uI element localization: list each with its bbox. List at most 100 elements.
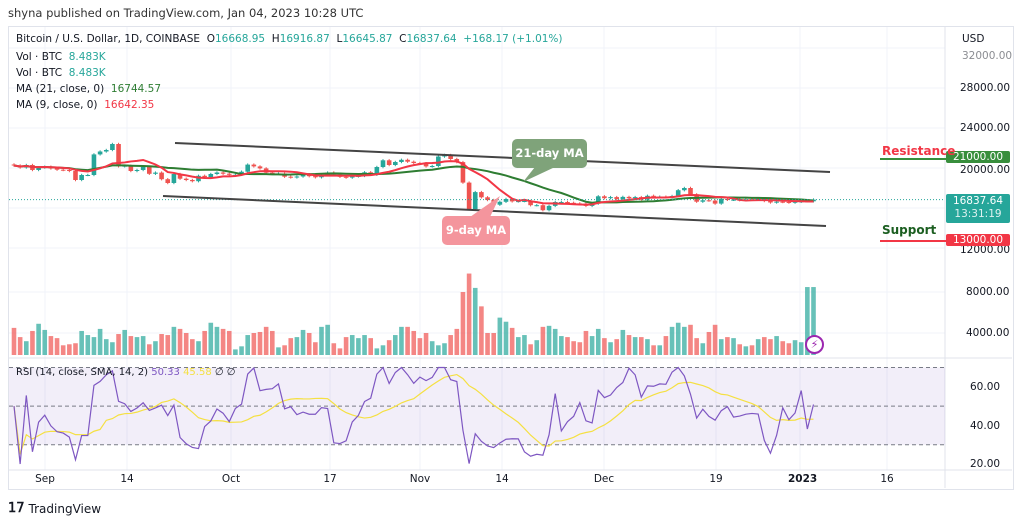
volume-bar bbox=[386, 340, 392, 355]
candle-body bbox=[343, 176, 349, 178]
volume-bar bbox=[276, 347, 281, 355]
candle-body bbox=[386, 160, 392, 165]
rsi-tick: 40.00 bbox=[970, 420, 1001, 432]
candle-body bbox=[528, 201, 533, 206]
volume-bar bbox=[731, 338, 736, 355]
rsi-sma-value: 45.58 bbox=[183, 367, 212, 378]
rsi-line bbox=[13, 366, 815, 465]
candle-body bbox=[79, 175, 84, 180]
volume-tick: 4000.00 bbox=[966, 327, 1010, 339]
volume-bar bbox=[54, 338, 60, 355]
volume-bar bbox=[497, 317, 503, 355]
resistance-price-tag: 21000.00 bbox=[946, 151, 1010, 163]
chart-frame[interactable] bbox=[8, 26, 1014, 490]
resistance-label: Resistance bbox=[882, 144, 956, 158]
candle-body bbox=[183, 178, 189, 180]
volume-bar bbox=[196, 341, 201, 355]
volume-bar bbox=[85, 335, 91, 355]
volume-bar bbox=[91, 337, 97, 355]
volume-bar bbox=[528, 344, 533, 355]
close-value: 16837.64 bbox=[406, 33, 457, 45]
candle-body bbox=[171, 174, 177, 183]
volume-bar bbox=[436, 345, 441, 355]
volume-bar bbox=[718, 339, 724, 355]
volume-bar bbox=[233, 349, 238, 355]
candle-body bbox=[706, 200, 712, 202]
volume-bar bbox=[608, 342, 613, 355]
volume-bar bbox=[651, 345, 656, 355]
candle-body bbox=[411, 161, 417, 163]
candle-body bbox=[393, 162, 398, 165]
ma21-legend[interactable]: MA (21, close, 0) 16744.57 bbox=[16, 83, 161, 95]
candle-body bbox=[786, 202, 792, 203]
volume-bar bbox=[60, 345, 66, 355]
volume-bar bbox=[534, 340, 540, 355]
price-tick: 20000.00 bbox=[960, 164, 1011, 176]
bar-countdown: 13:31:19 bbox=[954, 208, 1002, 220]
candle-body bbox=[190, 180, 195, 182]
tradingview-logo-icon: 𝟣𝟩 bbox=[8, 501, 25, 516]
volume-bar bbox=[153, 341, 158, 355]
ma9-legend[interactable]: MA (9, close, 0) 16642.35 bbox=[16, 99, 154, 111]
volume-bar bbox=[485, 333, 490, 355]
volume-bar bbox=[17, 337, 23, 355]
vol-label: Vol · BTC bbox=[16, 67, 63, 79]
volume-bar bbox=[374, 348, 380, 355]
volume-bar bbox=[226, 330, 232, 355]
candle-body bbox=[147, 167, 152, 174]
volume-bar bbox=[417, 338, 423, 355]
symbol-title[interactable]: Bitcoin / U.S. Dollar, 1D, COINBASE bbox=[16, 33, 201, 45]
candle-body bbox=[85, 175, 91, 176]
candle-body bbox=[399, 159, 404, 162]
volume-bar bbox=[42, 329, 48, 355]
volume-bar bbox=[595, 328, 601, 355]
volume-bar bbox=[282, 345, 287, 355]
volume-bar bbox=[632, 337, 638, 355]
candle-body bbox=[97, 151, 103, 155]
candle-body bbox=[546, 205, 552, 211]
lightning-icon[interactable]: ⚡ bbox=[805, 335, 824, 354]
volume-bar bbox=[97, 328, 103, 355]
candle-body bbox=[177, 174, 183, 179]
volume-bar bbox=[774, 336, 779, 355]
candle-body bbox=[54, 168, 60, 170]
candle-body bbox=[448, 155, 453, 159]
candle-body bbox=[534, 205, 540, 207]
volume-bar bbox=[811, 287, 816, 355]
candle-body bbox=[497, 201, 503, 205]
candle-body bbox=[485, 197, 490, 200]
candle-body bbox=[67, 170, 72, 171]
candle-body bbox=[460, 162, 466, 183]
candle-body bbox=[313, 176, 318, 178]
candle-body bbox=[712, 200, 718, 204]
volume-bar bbox=[190, 339, 195, 355]
volume-bar bbox=[411, 330, 417, 355]
price-tick: 32000.00 bbox=[962, 50, 1013, 62]
candle-body bbox=[257, 166, 263, 169]
vol-legend-2[interactable]: Vol · BTC 8.483K bbox=[16, 67, 106, 79]
candle-body bbox=[36, 167, 41, 170]
time-tick: 14 bbox=[495, 473, 509, 485]
candle-body bbox=[270, 172, 275, 174]
vol-label: Vol · BTC bbox=[16, 51, 63, 63]
candle-body bbox=[700, 200, 706, 202]
ma21-callout: 21-day MA bbox=[512, 139, 587, 168]
candle-body bbox=[509, 199, 515, 202]
high-value: 16916.87 bbox=[279, 33, 330, 45]
candle-body bbox=[220, 172, 226, 174]
rsi-tick: 60.00 bbox=[970, 381, 1001, 393]
volume-bar bbox=[639, 337, 644, 355]
volume-bar bbox=[405, 326, 410, 355]
volume-bar bbox=[159, 334, 164, 355]
rsi-legend[interactable]: RSI (14, close, SMA, 14, 2) 50.33 45.58 … bbox=[16, 367, 236, 378]
time-tick: Nov bbox=[409, 473, 431, 485]
ma9-line bbox=[13, 158, 814, 206]
footer-brand[interactable]: TradingView bbox=[28, 501, 102, 516]
volume-bar bbox=[688, 324, 693, 355]
vol-legend-1[interactable]: Vol · BTC 8.483K bbox=[16, 51, 106, 63]
candle-body bbox=[165, 179, 171, 183]
volume-bar bbox=[239, 346, 244, 355]
ma21-label: MA (21, close, 0) bbox=[16, 83, 105, 95]
price-tick: 28000.00 bbox=[960, 82, 1011, 94]
